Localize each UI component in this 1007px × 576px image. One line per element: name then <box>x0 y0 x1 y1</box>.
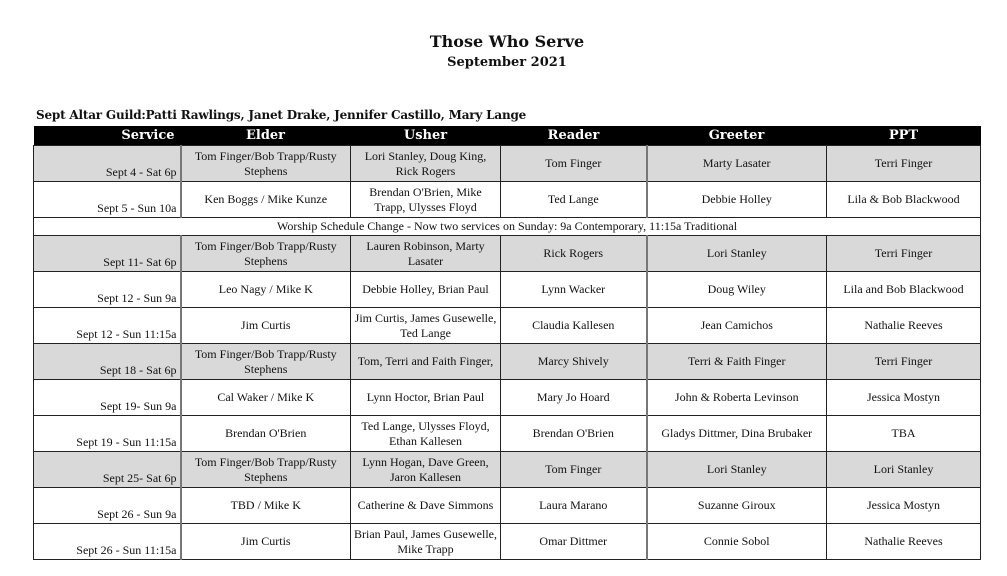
cell-reader: Brendan O'Brien <box>500 415 647 452</box>
cell-elder: Tom Finger/Bob Trapp/Rusty Stephens <box>180 451 351 488</box>
cell-usher: Tom, Terri and Faith Finger, <box>350 343 501 380</box>
page-title: Those Who Serve <box>429 32 585 51</box>
cell-reader: Claudia Kallesen <box>500 307 647 344</box>
cell-greeter: Debbie Holley <box>645 181 827 218</box>
header-reader: Reader <box>500 126 647 146</box>
cell-service: Sept 18 - Sat 6p <box>33 343 182 380</box>
cell-elder: Brendan O'Brien <box>180 415 351 452</box>
cell-elder: TBD / Mike K <box>180 487 351 524</box>
table-row: Sept 18 - Sat 6p Tom Finger/Bob Trapp/Rus… <box>33 343 981 380</box>
schedule-note: Worship Schedule Change - Now two servic… <box>33 217 981 236</box>
cell-usher: Ted Lange, Ulysses Floyd, Ethan Kallesen <box>350 415 501 452</box>
cell-greeter: Connie Sobol <box>645 523 827 560</box>
cell-usher: Brian Paul, James Gusewelle, Mike Trapp <box>350 523 501 560</box>
cell-ppt: Lila and Bob Blackwood <box>826 271 981 308</box>
cell-greeter: Gladys Dittmer, Dina Brubaker <box>645 415 827 452</box>
cell-service: Sept 26 - Sun 9a <box>33 487 182 524</box>
cell-elder: Leo Nagy / Mike K <box>180 271 351 308</box>
table-row: Sept 25- Sat 6p Tom Finger/Bob Trapp/Rust… <box>33 451 981 488</box>
cell-ppt: Lila & Bob Blackwood <box>826 181 981 218</box>
table-row: Sept 26 - Sun 9a TBD / Mike K Catherine & … <box>33 487 981 524</box>
cell-greeter: Suzanne Giroux <box>645 487 827 524</box>
table-row: Sept 12 - Sun 9a Leo Nagy / Mike K Debbie … <box>33 271 981 308</box>
cell-reader: Lynn Wacker <box>500 271 647 308</box>
cell-usher: Lynn Hogan, Dave Green, Jaron Kallesen <box>350 451 501 488</box>
header-elder: Elder <box>180 126 351 146</box>
altar-guild-line: Sept Altar Guild:Patti Rawlings, Janet D… <box>36 108 527 122</box>
table-row: Sept 11- Sat 6p Tom Finger/Bob Trapp/Rust… <box>33 235 981 272</box>
header-service: Service <box>33 126 181 146</box>
cell-ppt: Lori Stanley <box>826 451 981 488</box>
cell-elder: Cal Waker / Mike K <box>180 379 351 416</box>
cell-ppt: Terri Finger <box>826 235 981 272</box>
cell-greeter: Lori Stanley <box>645 235 827 272</box>
cell-greeter: Jean Camichos <box>645 307 827 344</box>
cell-elder: Ken Boggs / Mike Kunze <box>180 181 351 218</box>
schedule-note-row: Worship Schedule Change - Now two servic… <box>33 217 981 236</box>
header-ppt: PPT <box>826 126 981 146</box>
cell-service: Sept 25- Sat 6p <box>33 451 182 488</box>
header-row: Service Elder Usher Reader Greeter PPT <box>33 126 981 146</box>
table-row: Sept 5 - Sun 10a Ken Boggs / Mike Kunze Br… <box>33 181 981 218</box>
cell-reader: Tom Finger <box>500 145 647 182</box>
cell-ppt: TBA <box>826 415 981 452</box>
cell-service: Sept 19- Sun 9a <box>33 379 182 416</box>
cell-usher: Lauren Robinson, Marty Lasater <box>350 235 501 272</box>
cell-usher: Lori Stanley, Doug King, Rick Rogers <box>350 145 501 182</box>
cell-ppt: Nathalie Reeves <box>826 523 981 560</box>
table-row: Sept 19 - Sun 11:15a Brendan O'Brien Ted L… <box>33 415 981 452</box>
cell-usher: Brendan O'Brien, Mike Trapp, Ulysses Flo… <box>350 181 501 218</box>
cell-elder: Jim Curtis <box>180 523 351 560</box>
cell-greeter: Lori Stanley <box>645 451 827 488</box>
cell-ppt: Jessica Mostyn <box>826 379 981 416</box>
table-row: Sept 12 - Sun 11:15a Jim Curtis Jim Curtis… <box>33 307 981 344</box>
page-subtitle: September 2021 <box>447 55 567 70</box>
cell-reader: Rick Rogers <box>500 235 647 272</box>
cell-reader: Mary Jo Hoard <box>500 379 647 416</box>
cell-ppt: Terri Finger <box>826 145 981 182</box>
cell-service: Sept 11- Sat 6p <box>33 235 182 272</box>
header-usher: Usher <box>350 126 501 146</box>
table-row: Sept 26 - Sun 11:15a Jim Curtis Brian Paul… <box>33 523 981 560</box>
table-row: Sept 4 - Sat 6p Tom Finger/Bob Trapp/Rust… <box>33 145 981 182</box>
cell-usher: Lynn Hoctor, Brian Paul <box>350 379 501 416</box>
header-greeter: Greeter <box>646 126 827 146</box>
cell-usher: Jim Curtis, James Gusewelle, Ted Lange <box>350 307 501 344</box>
cell-elder: Tom Finger/Bob Trapp/Rusty Stephens <box>180 343 351 380</box>
cell-ppt: Terri Finger <box>826 343 981 380</box>
cell-usher: Catherine & Dave Simmons <box>350 487 501 524</box>
cell-ppt: Nathalie Reeves <box>826 307 981 344</box>
schedule-table: Service Elder Usher Reader Greeter PPT S… <box>33 126 981 560</box>
cell-greeter: Terri & Faith Finger <box>645 343 827 380</box>
cell-service: Sept 19 - Sun 11:15a <box>33 415 182 452</box>
cell-ppt: Jessica Mostyn <box>826 487 981 524</box>
cell-elder: Jim Curtis <box>180 307 351 344</box>
cell-service: Sept 5 - Sun 10a <box>33 181 182 218</box>
cell-usher: Debbie Holley, Brian Paul <box>350 271 501 308</box>
cell-reader: Tom Finger <box>500 451 647 488</box>
cell-reader: Marcy Shively <box>500 343 647 380</box>
cell-reader: Laura Marano <box>500 487 647 524</box>
cell-elder: Tom Finger/Bob Trapp/Rusty Stephens <box>180 145 351 182</box>
cell-service: Sept 26 - Sun 11:15a <box>33 523 182 560</box>
cell-service: Sept 4 - Sat 6p <box>33 145 182 182</box>
cell-reader: Ted Lange <box>500 181 647 218</box>
cell-service: Sept 12 - Sun 9a <box>33 271 182 308</box>
cell-reader: Omar Dittmer <box>500 523 647 560</box>
cell-elder: Tom Finger/Bob Trapp/Rusty Stephens <box>180 235 351 272</box>
cell-service: Sept 12 - Sun 11:15a <box>33 307 182 344</box>
cell-greeter: John & Roberta Levinson <box>645 379 827 416</box>
table-row: Sept 19- Sun 9a Cal Waker / Mike K Lynn Ho… <box>33 379 981 416</box>
cell-greeter: Marty Lasater <box>645 145 827 182</box>
cell-greeter: Doug Wiley <box>645 271 827 308</box>
